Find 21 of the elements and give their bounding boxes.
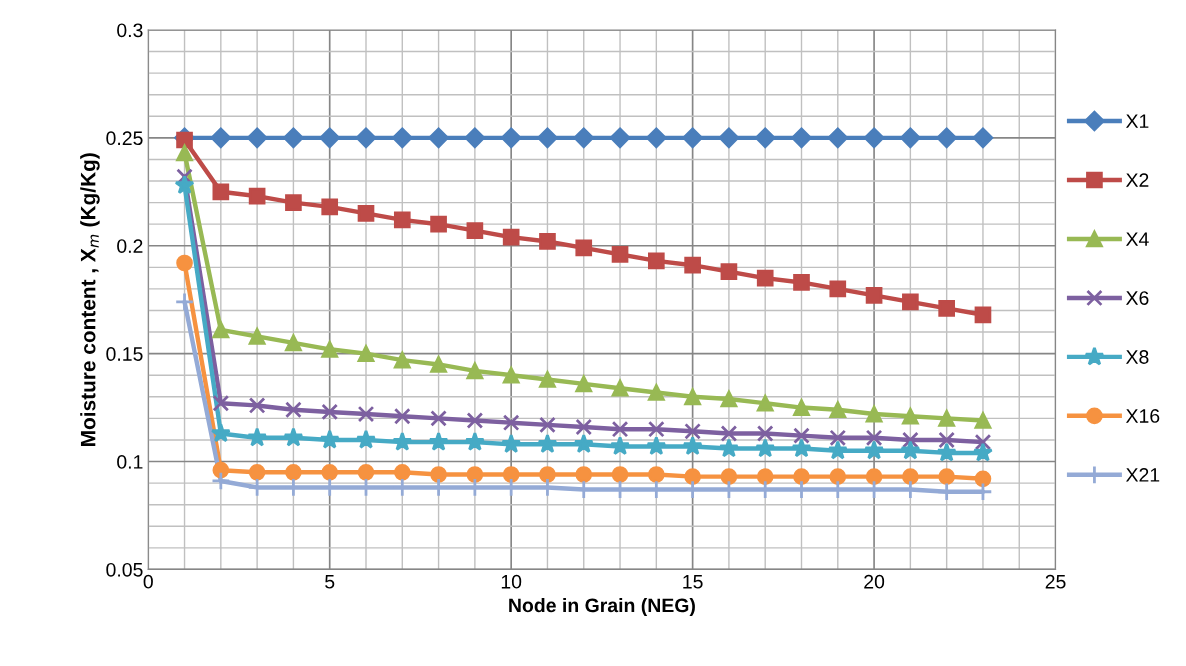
- x-tick-label: 20: [864, 574, 885, 589]
- y-axis-title: Moisture content , X$_{m}$ (Kg/Kg): [80, 153, 100, 446]
- y-tick-label: 0.1: [117, 455, 143, 469]
- x-tick-label: 0: [143, 574, 153, 589]
- y-tick-label: 0.25: [106, 131, 143, 146]
- y-tick-label: 0.05: [106, 562, 143, 577]
- legend-label: X2: [1125, 173, 1149, 187]
- x-tick-label: 10: [501, 574, 522, 589]
- legend-label: X21: [1125, 468, 1160, 482]
- y-tick-label: 0.2: [117, 239, 143, 253]
- legend-label: X16: [1125, 409, 1160, 423]
- legend-label: X4: [1125, 232, 1149, 246]
- x-tick-label: 15: [683, 575, 703, 589]
- y-tick-label: 0.3: [117, 23, 143, 38]
- legend-label: X1: [1125, 114, 1149, 128]
- legend-label: X6: [1125, 291, 1149, 305]
- legend-label: X8: [1125, 350, 1149, 364]
- x-tick-label: 25: [1045, 574, 1066, 589]
- x-tick-label: 5: [325, 575, 335, 589]
- x-axis-title: Node in Grain (NEG): [509, 597, 695, 617]
- y-tick-label: 0.15: [106, 347, 143, 361]
